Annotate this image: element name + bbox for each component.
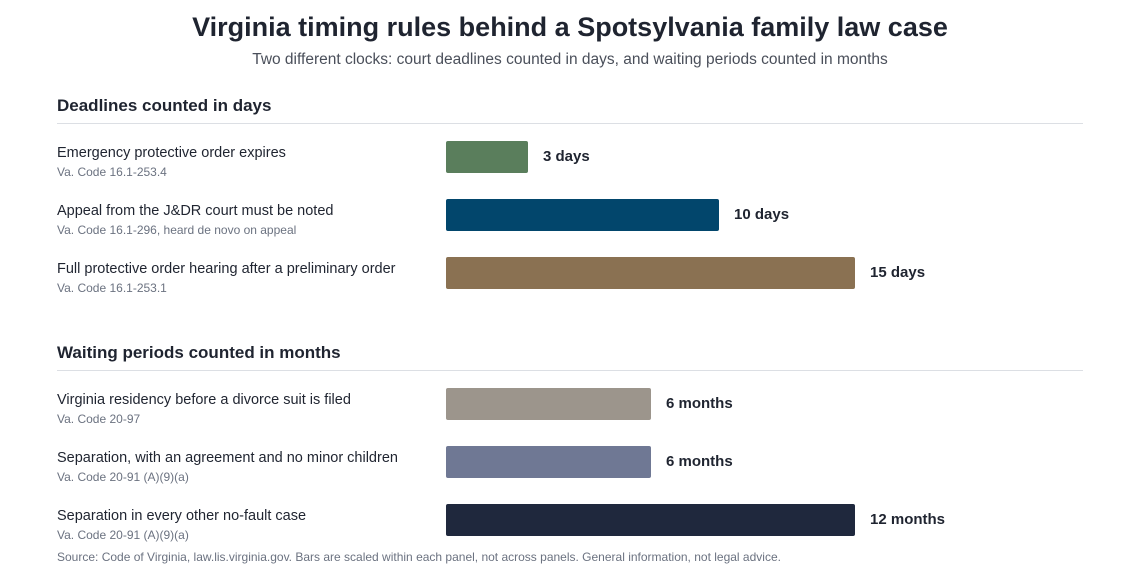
bar-label: Full protective order hearing after a pr… bbox=[57, 261, 396, 277]
bar bbox=[446, 257, 855, 289]
bar-value-label: 12 months bbox=[870, 511, 946, 528]
panel-divider bbox=[57, 370, 1083, 371]
chart-subtitle: Two different clocks: court deadlines co… bbox=[252, 51, 888, 68]
panel-divider bbox=[57, 123, 1083, 124]
bar bbox=[446, 446, 651, 478]
bar-label: Emergency protective order expires bbox=[57, 145, 286, 161]
bar-citation: Va. Code 16.1-253.1 bbox=[57, 281, 167, 295]
bar bbox=[446, 141, 528, 173]
bar bbox=[446, 504, 855, 536]
panel-title: Deadlines counted in days bbox=[57, 96, 272, 115]
bar-value-label: 15 days bbox=[870, 264, 926, 281]
bar-label: Virginia residency before a divorce suit… bbox=[57, 392, 351, 408]
bar-citation: Va. Code 20-91 (A)(9)(a) bbox=[57, 528, 189, 542]
bar bbox=[446, 199, 719, 231]
chart-title: Virginia timing rules behind a Spotsylva… bbox=[192, 12, 948, 42]
bar-citation: Va. Code 20-97 bbox=[57, 412, 141, 426]
source-note: Source: Code of Virginia, law.lis.virgin… bbox=[57, 550, 781, 564]
bar-citation: Va. Code 16.1-253.4 bbox=[57, 165, 167, 179]
bar-label: Separation in every other no-fault case bbox=[57, 508, 307, 524]
bar-value-label: 3 days bbox=[543, 148, 590, 165]
bar-value-label: 10 days bbox=[734, 206, 790, 223]
bar-value-label: 6 months bbox=[666, 395, 733, 412]
bar-citation: Va. Code 20-91 (A)(9)(a) bbox=[57, 470, 189, 484]
bar bbox=[446, 388, 651, 420]
bar-value-label: 6 months bbox=[666, 453, 733, 470]
bar-citation: Va. Code 16.1-296, heard de novo on appe… bbox=[57, 223, 297, 237]
bar-label: Appeal from the J&DR court must be noted bbox=[57, 203, 334, 219]
panel-title: Waiting periods counted in months bbox=[57, 343, 341, 362]
bar-label: Separation, with an agreement and no min… bbox=[57, 450, 398, 466]
